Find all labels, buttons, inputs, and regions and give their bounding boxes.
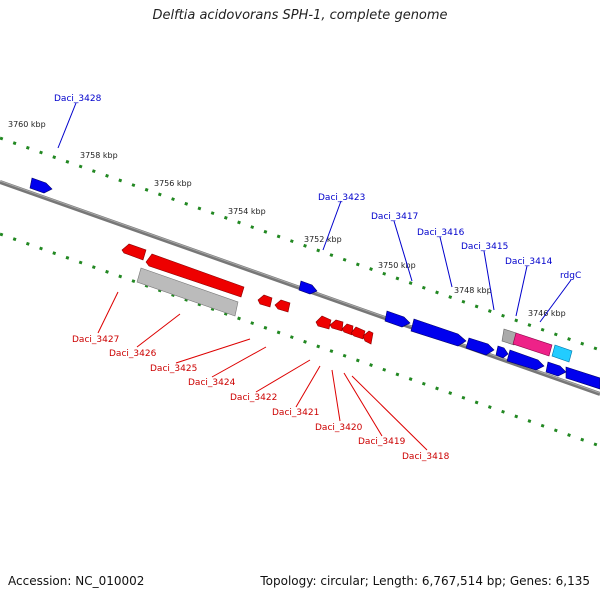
gene-daci-3423[interactable]	[298, 280, 318, 295]
gene-small-blue-2[interactable]	[506, 349, 545, 371]
gene-label-daci-3419[interactable]: Daci_3419	[358, 437, 406, 447]
gene-daci-3420[interactable]	[341, 323, 354, 336]
ruler-label: 3760 kbp	[8, 120, 46, 129]
gene-label-daci-3416[interactable]: Daci_3416	[417, 228, 465, 238]
map-title: Delftia acidovorans SPH-1, complete geno…	[152, 8, 448, 23]
ruler-label: 3758 kbp	[80, 151, 118, 160]
gene-daci-3424[interactable]	[274, 299, 291, 313]
gene-daci-3418[interactable]	[362, 330, 374, 345]
gene-daci-3425[interactable]	[257, 294, 273, 308]
gene-label-daci-3417[interactable]: Daci_3417	[371, 212, 418, 222]
gene-daci-3414[interactable]	[512, 332, 553, 357]
ruler-label: 3748 kbp	[454, 286, 492, 295]
gene-daci-3417[interactable]	[384, 310, 411, 328]
gene-daci-3428[interactable]	[29, 177, 53, 194]
gene-label-daci-3415[interactable]: Daci_3415	[461, 242, 508, 252]
gene-small-blue-1[interactable]	[495, 345, 509, 359]
gene-label-daci-3421[interactable]: Daci_3421	[272, 408, 319, 418]
gene-label-daci-3424[interactable]: Daci_3424	[188, 378, 236, 388]
gene-label-daci-3420[interactable]: Daci_3420	[315, 423, 363, 433]
gene-label-daci-3425[interactable]: Daci_3425	[150, 364, 197, 374]
gene-small-blue-4[interactable]	[565, 366, 600, 390]
accession-label: Accession: NC_010002	[8, 574, 145, 588]
gene-daci-3419[interactable]	[350, 326, 366, 340]
gene-daci-3426-pseudo[interactable]	[136, 267, 239, 317]
ruler-label: 3752 kbp	[304, 235, 342, 244]
gene-label-daci-3428[interactable]: Daci_3428	[54, 94, 102, 104]
gene-daci-3427[interactable]	[145, 253, 245, 298]
gene-label-daci-3426[interactable]: Daci_3426	[109, 349, 157, 359]
gene-daci-3416[interactable]	[410, 318, 467, 347]
gene-label-daci-3422[interactable]: Daci_3422	[230, 393, 277, 403]
ruler-label: 3750 kbp	[378, 261, 416, 270]
gene-small-blue-3[interactable]	[545, 361, 567, 377]
genome-info-label: Topology: circular; Length: 6,767,514 bp…	[260, 574, 590, 588]
gene-daci-3427-a[interactable]	[121, 243, 147, 261]
gene-label-daci-3427[interactable]: Daci_3427	[72, 335, 119, 345]
ruler-label: 3754 kbp	[228, 207, 266, 216]
gene-label-daci-3418[interactable]: Daci_3418	[402, 452, 450, 462]
gene-daci-3421[interactable]	[329, 319, 344, 332]
gene-daci-3422[interactable]	[315, 315, 332, 330]
gene-daci-3414-pseudo[interactable]	[501, 328, 517, 346]
gene-label-rdgc[interactable]: rdgC	[560, 271, 581, 281]
gene-label-daci-3423[interactable]: Daci_3423	[318, 193, 365, 203]
gene-daci-3415[interactable]	[465, 337, 495, 356]
ruler-label: 3756 kbp	[154, 179, 192, 188]
gene-label-daci-3414[interactable]: Daci_3414	[505, 257, 553, 267]
scale-line-top	[0, 136, 600, 352]
gene-rdgc[interactable]	[551, 344, 573, 363]
